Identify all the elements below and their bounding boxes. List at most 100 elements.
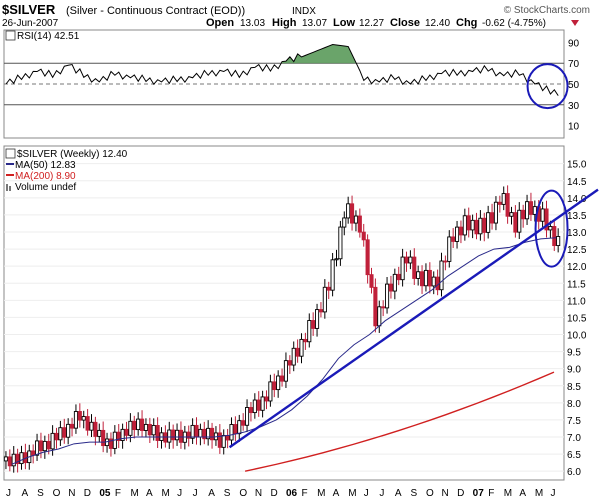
x-axis-label: 07 xyxy=(473,488,485,499)
price-bar-body xyxy=(283,360,288,382)
x-axis-label: M xyxy=(348,488,356,499)
rsi-tick-label: 90 xyxy=(568,38,580,49)
price-bar-body xyxy=(493,201,498,224)
price-bar-body xyxy=(50,432,55,450)
price-bar-body xyxy=(556,236,561,247)
price-bar-body xyxy=(256,399,261,411)
price-bar-body xyxy=(15,453,20,465)
x-axis-label: F xyxy=(488,488,494,499)
down-arrow-icon xyxy=(571,20,579,26)
price-tick-label: 8.0 xyxy=(567,399,581,410)
price-bar-body xyxy=(93,421,98,437)
price-bar-body xyxy=(357,215,362,233)
high-value: 13.07 xyxy=(302,18,327,29)
price-bar-body xyxy=(431,276,436,287)
price-bar-body xyxy=(124,428,129,436)
price-bar-body xyxy=(151,425,156,436)
price-tick-label: 9.0 xyxy=(567,365,581,376)
price-bar-body xyxy=(73,411,78,429)
price-bar-body xyxy=(171,429,176,441)
price-bar-body xyxy=(35,440,40,456)
legend-volume: Volume undef xyxy=(15,182,76,193)
price-bar-body xyxy=(521,209,526,220)
price-bar-body xyxy=(70,423,75,429)
price-tick-label: 7.0 xyxy=(567,433,581,444)
price-bar-body xyxy=(143,423,148,431)
rsi-overbought-fill xyxy=(282,44,356,64)
price-bar-body xyxy=(462,215,467,236)
legend-ma50: MA(50) 12.83 xyxy=(15,160,76,171)
price-tick-label: 13.0 xyxy=(567,228,587,239)
price-bar-body xyxy=(400,256,405,281)
price-bar-body xyxy=(210,427,215,441)
legend-volume-swatch xyxy=(6,184,8,191)
price-bar-body xyxy=(217,432,222,448)
x-axis-label: F xyxy=(115,488,121,499)
price-bar-body xyxy=(108,438,113,449)
price-bar-body xyxy=(307,320,312,343)
price-tick-label: 14.0 xyxy=(567,194,587,205)
price-bar-body xyxy=(350,203,355,224)
price-bar-body xyxy=(38,440,43,452)
price-bar-body xyxy=(147,423,152,436)
price-bar-body xyxy=(392,273,397,292)
price-bar-body xyxy=(237,420,242,435)
price-bar-body xyxy=(334,258,339,261)
exchange-label: INDX xyxy=(292,6,316,17)
price-bar-body xyxy=(194,424,199,438)
price-bar-body xyxy=(190,424,195,439)
x-axis-label: J xyxy=(177,488,182,499)
price-bar-body xyxy=(155,425,160,441)
x-axis-label: O xyxy=(426,488,434,499)
price-bar-body xyxy=(466,215,471,231)
open-value: 13.03 xyxy=(240,18,265,29)
close-value: 12.40 xyxy=(425,18,450,29)
price-bar-body xyxy=(505,193,510,217)
price-bar-body xyxy=(396,273,401,281)
x-axis-label: A xyxy=(519,488,526,499)
price-bar-body xyxy=(377,306,382,327)
price-bar-body xyxy=(280,375,285,382)
price-bar-body xyxy=(299,338,304,357)
legend-ma200: MA(200) 8.90 xyxy=(15,171,76,182)
price-bar-body xyxy=(19,452,24,465)
price-tick-label: 7.5 xyxy=(567,416,581,427)
rsi-annotation-circle xyxy=(526,63,569,110)
price-bar-body xyxy=(326,286,331,291)
price-bar-body xyxy=(221,435,226,448)
price-tick-label: 12.5 xyxy=(567,245,587,256)
low-value: 12.27 xyxy=(359,18,384,29)
price-bar-body xyxy=(202,428,207,440)
price-bar-body xyxy=(455,226,460,242)
price-bar-body xyxy=(447,236,452,262)
close-label: Close xyxy=(390,17,420,29)
price-bar-body xyxy=(420,271,425,287)
x-axis-label: S xyxy=(37,488,44,499)
x-axis-label: D xyxy=(84,488,91,499)
price-bar-body xyxy=(225,435,230,441)
x-axis-label: N xyxy=(68,488,75,499)
price-bar-body xyxy=(7,456,12,467)
price-bar-body xyxy=(365,239,370,276)
price-bar-body xyxy=(11,453,16,467)
price-bar-body xyxy=(206,427,211,440)
price-tick-label: 12.0 xyxy=(567,262,587,273)
price-bar-body xyxy=(229,424,234,441)
price-bar-body xyxy=(540,208,545,222)
price-bar-body xyxy=(66,423,71,438)
x-axis-label: J xyxy=(550,488,555,499)
price-tick-label: 10.0 xyxy=(567,331,587,342)
price-bar-body xyxy=(322,286,327,313)
price-bar-body xyxy=(478,217,483,235)
x-axis-label: 06 xyxy=(286,488,298,499)
price-bar-body xyxy=(552,226,557,247)
x-axis-label: A xyxy=(395,488,402,499)
x-axis-label: N xyxy=(255,488,262,499)
watermark: © StockCharts.com xyxy=(504,5,590,16)
price-bar-body xyxy=(3,456,8,462)
price-bar-body xyxy=(385,283,390,309)
price-bar-body xyxy=(318,309,323,313)
price-bar-body xyxy=(62,427,67,438)
ma200-line xyxy=(244,371,555,472)
